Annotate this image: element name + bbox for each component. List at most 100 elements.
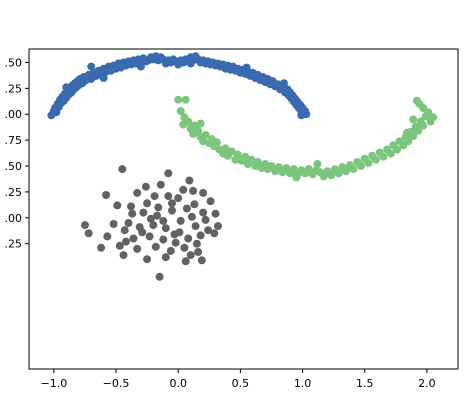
x-tick-label-4: 1.0 <box>294 377 312 390</box>
point-series-2-37 <box>143 255 152 264</box>
point-series-1-75 <box>414 126 423 135</box>
point-series-1-63 <box>379 152 388 161</box>
point-series-0-126 <box>242 63 251 72</box>
point-series-1-67 <box>393 145 402 154</box>
point-series-2-54 <box>164 169 173 178</box>
point-series-2-49 <box>201 215 210 224</box>
point-series-1-49 <box>327 171 336 180</box>
point-series-2-34 <box>194 248 203 256</box>
point-series-2-10 <box>153 211 162 220</box>
point-series-1-83 <box>413 96 421 105</box>
point-series-0-128 <box>62 83 71 92</box>
point-series-2-45 <box>133 188 142 197</box>
point-series-1-84 <box>429 113 438 122</box>
point-series-2-2 <box>127 202 135 211</box>
point-series-2-51 <box>84 229 93 238</box>
point-series-2-3 <box>156 180 165 189</box>
point-series-2-57 <box>128 209 137 218</box>
y-tick-label-1: .25 <box>5 82 23 95</box>
point-series-1-53 <box>342 167 351 176</box>
point-series-2-20 <box>191 222 200 231</box>
point-series-2-69 <box>197 256 206 265</box>
point-series-0-125 <box>186 59 195 68</box>
point-series-1-86 <box>403 128 411 137</box>
point-series-1-59 <box>364 158 373 167</box>
point-series-2-55 <box>141 182 150 191</box>
point-series-1-73 <box>409 132 418 140</box>
point-series-2-48 <box>170 230 179 239</box>
point-series-2-1 <box>102 191 111 199</box>
point-series-2-46 <box>199 188 208 197</box>
x-tick-label-5: 1.5 <box>356 377 374 390</box>
point-series-2-14 <box>199 208 208 217</box>
point-series-2-22 <box>129 234 138 243</box>
y-tick-label-7: .25 <box>5 238 23 251</box>
plot-frame <box>28 48 459 370</box>
point-series-2-12 <box>176 216 185 225</box>
point-series-2-17 <box>149 221 158 230</box>
point-series-1-16 <box>212 138 221 147</box>
point-series-2-5 <box>164 192 173 201</box>
point-series-0-127 <box>279 79 288 88</box>
point-series-2-62 <box>206 197 215 206</box>
point-series-2-6 <box>143 199 152 208</box>
point-series-2-15 <box>120 226 129 235</box>
point-series-2-9 <box>139 208 148 217</box>
point-series-1-11 <box>199 137 208 146</box>
point-series-2-61 <box>138 228 147 237</box>
point-series-1-27 <box>247 155 256 164</box>
point-series-1-5 <box>184 117 193 126</box>
point-series-2-40 <box>155 272 164 281</box>
point-series-1-19 <box>221 144 230 153</box>
point-series-1-0 <box>174 95 183 104</box>
point-series-2-4 <box>185 176 194 185</box>
point-series-2-0 <box>118 165 127 174</box>
point-series-2-68 <box>122 237 130 246</box>
point-series-2-13 <box>187 212 196 221</box>
y-tick-label-0: .50 <box>5 56 23 69</box>
point-series-2-60 <box>192 239 201 248</box>
point-series-2-25 <box>171 238 180 247</box>
point-series-0-123 <box>87 62 96 71</box>
x-axis: −1.0 −0.5 0.0 0.5 1.0 1.5 2.0 <box>41 369 436 390</box>
point-series-1-12 <box>201 131 210 139</box>
point-series-1-88 <box>292 173 301 182</box>
point-series-1-55 <box>349 165 358 174</box>
point-series-2-27 <box>196 231 205 240</box>
point-series-1-89 <box>196 119 205 128</box>
point-series-2-59 <box>159 216 168 225</box>
point-series-2-21 <box>204 226 213 235</box>
point-series-2-30 <box>133 244 142 253</box>
point-series-1-71 <box>404 137 413 146</box>
point-series-2-35 <box>124 219 133 227</box>
y-tick-label-3: .75 <box>5 134 23 147</box>
point-series-2-31 <box>151 242 160 251</box>
point-series-2-11 <box>168 206 176 215</box>
x-tick-label-1: −0.5 <box>103 377 130 390</box>
point-series-1-1 <box>181 95 190 104</box>
y-tick-label-6: .00 <box>5 212 23 225</box>
point-series-1-9 <box>194 126 203 135</box>
point-series-2-23 <box>145 232 154 241</box>
point-series-0-122 <box>302 110 311 119</box>
x-tick-label-6: 2.0 <box>418 377 436 390</box>
point-series-0-124 <box>136 62 145 71</box>
point-series-1-65 <box>386 149 395 158</box>
point-series-1-87 <box>313 160 322 168</box>
point-series-2-36 <box>97 243 106 252</box>
point-series-2-65 <box>182 204 191 213</box>
x-tick-label-0: −1.0 <box>41 377 68 390</box>
point-series-2-38 <box>161 253 170 262</box>
point-series-2-47 <box>154 203 163 212</box>
y-tick-label-2: .00 <box>5 108 23 121</box>
data-points <box>47 52 438 281</box>
point-series-2-24 <box>159 235 168 244</box>
point-series-1-57 <box>357 162 365 170</box>
point-series-2-26 <box>184 234 193 243</box>
point-series-1-25 <box>241 152 250 161</box>
point-series-1-29 <box>253 157 262 166</box>
point-series-2-52 <box>211 209 220 218</box>
y-tick-label-5: .25 <box>5 186 23 199</box>
point-series-2-18 <box>161 224 170 233</box>
